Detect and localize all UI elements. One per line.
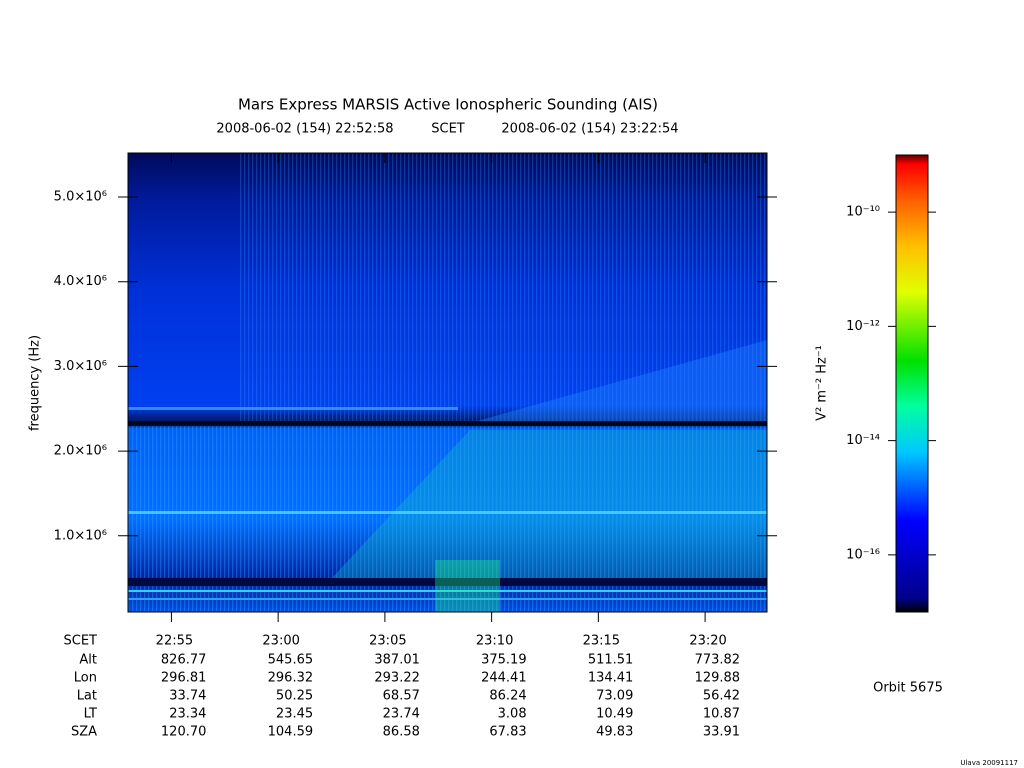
chart-title: Mars Express MARSIS Active Ionospheric S… — [238, 96, 658, 114]
y-tick-label: 1.0×10⁶ — [54, 528, 107, 543]
y-tick-label: 2.0×10⁶ — [54, 444, 107, 459]
colorbar-tick-label: 10⁻¹⁶ — [846, 547, 880, 562]
ephemeris-value: 3.08 — [498, 707, 527, 722]
ephemeris-value: 10.49 — [596, 707, 633, 722]
ephemeris-value: 296.32 — [268, 671, 314, 686]
ephemeris-value: 296.81 — [161, 671, 207, 686]
ephemeris-value: 375.19 — [481, 653, 527, 668]
ephemeris-value: 23.45 — [276, 707, 313, 722]
credit: Ulava 20091117 — [960, 759, 1018, 767]
x-tick-label: 22:55 — [156, 634, 193, 649]
ephemeris-value: 387.01 — [374, 653, 420, 668]
y-tick-label: 5.0×10⁶ — [54, 190, 107, 205]
colorbar-tick-label: 10⁻¹⁰ — [846, 205, 880, 220]
ephemeris-value: 129.88 — [695, 671, 741, 686]
ephemeris-value: 56.42 — [703, 689, 740, 704]
ephemeris-value: 773.82 — [695, 653, 741, 668]
ephemeris-value: 134.41 — [588, 671, 634, 686]
ephemeris-value: 23.34 — [169, 707, 206, 722]
ephemeris-value: 50.25 — [276, 689, 313, 704]
y-tick-label: 4.0×10⁶ — [54, 274, 107, 289]
ephemeris-header: SCET — [64, 634, 98, 649]
x-tick-label: 23:05 — [369, 634, 406, 649]
colorbar-tick-label: 10⁻¹⁴ — [846, 433, 880, 448]
subtitle-system: SCET — [431, 122, 465, 137]
colorbar-label: V² m⁻² Hz⁻¹ — [815, 345, 830, 421]
ephemeris-value: 120.70 — [161, 725, 207, 740]
colorbar — [895, 154, 929, 613]
ephemeris-value: 293.22 — [374, 671, 420, 686]
ephemeris-value: 23.74 — [383, 707, 420, 722]
x-tick-label: 23:20 — [689, 634, 726, 649]
ephemeris-value: 511.51 — [588, 653, 634, 668]
ephemeris-value: 67.83 — [489, 725, 526, 740]
ephemeris-value: 10.87 — [703, 707, 740, 722]
ephemeris-value: 33.74 — [169, 689, 206, 704]
ephemeris-label: LT — [84, 707, 97, 722]
plot-frame — [127, 152, 768, 613]
colorbar-tick-label: 10⁻¹² — [846, 319, 880, 334]
y-axis-label: frequency (Hz) — [28, 335, 43, 431]
ephemeris-label: Alt — [79, 653, 97, 668]
ephemeris-value: 68.57 — [383, 689, 420, 704]
spectrogram — [128, 153, 767, 612]
ephemeris-value: 73.09 — [596, 689, 633, 704]
x-tick-label: 23:00 — [262, 634, 299, 649]
x-tick-label: 23:10 — [476, 634, 513, 649]
ephemeris-label: Lon — [74, 671, 97, 686]
ephemeris-value: 86.58 — [383, 725, 420, 740]
ephemeris-value: 104.59 — [268, 725, 314, 740]
y-tick-label: 3.0×10⁶ — [54, 359, 107, 374]
ephemeris-value: 49.83 — [596, 725, 633, 740]
ephemeris-value: 244.41 — [481, 671, 527, 686]
orbit-label: Orbit 5675 — [873, 681, 943, 696]
ephemeris-value: 86.24 — [489, 689, 526, 704]
x-tick-label: 23:15 — [583, 634, 620, 649]
subtitle-end: 2008-06-02 (154) 23:22:54 — [501, 122, 678, 137]
subtitle-start: 2008-06-02 (154) 22:52:58 — [216, 122, 393, 137]
ephemeris-label: SZA — [71, 725, 97, 740]
ephemeris-value: 545.65 — [268, 653, 314, 668]
ephemeris-value: 826.77 — [161, 653, 207, 668]
ephemeris-label: Lat — [77, 689, 97, 704]
ephemeris-value: 33.91 — [703, 725, 740, 740]
